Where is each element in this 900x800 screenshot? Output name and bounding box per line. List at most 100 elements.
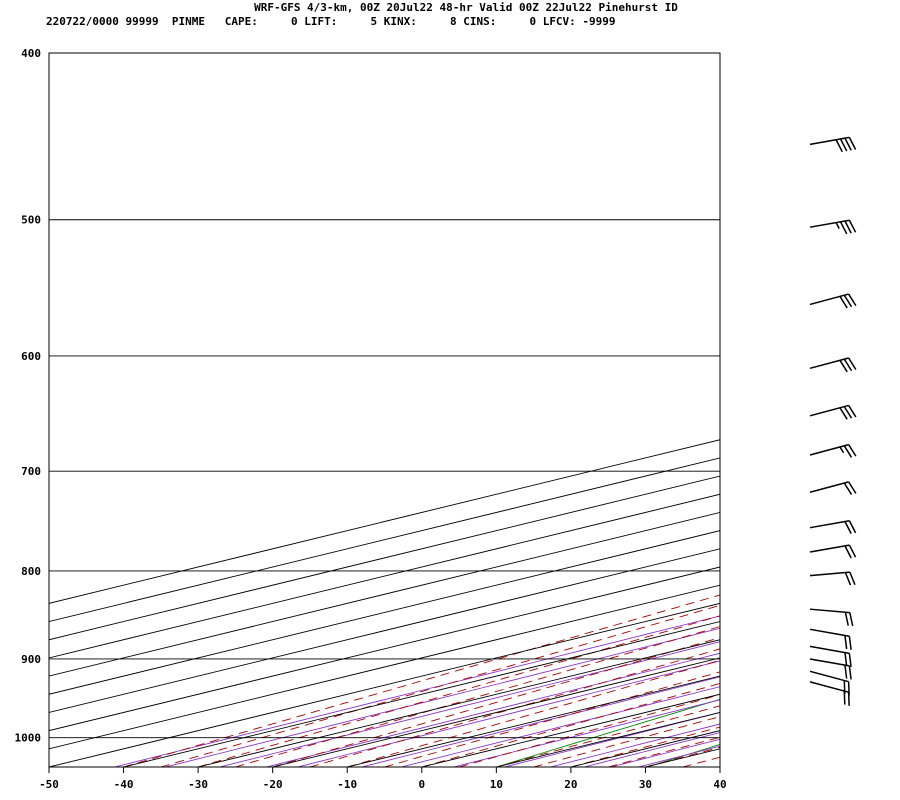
barb-feather	[849, 571, 856, 586]
barb-staff	[809, 219, 850, 228]
barb-staff	[809, 136, 850, 146]
y-tick-label: 400	[21, 47, 41, 60]
thermodynamic-lines	[114, 594, 720, 767]
mixing-ratio-line	[401, 686, 720, 767]
moist-adiabat	[719, 766, 720, 767]
wind-barb	[809, 670, 850, 696]
moist-adiabat	[421, 682, 720, 767]
barb-feather	[839, 138, 848, 152]
isotherm	[49, 602, 720, 767]
barb-half-feather	[835, 222, 840, 229]
y-tick-label: 800	[21, 565, 41, 578]
barb-feather	[839, 407, 848, 420]
wind-barb	[809, 404, 857, 420]
wind-barb	[809, 357, 857, 373]
y-tick-label: 1000	[15, 732, 42, 745]
isotherm	[49, 530, 720, 695]
barb-feather	[844, 635, 848, 650]
wind-barb	[809, 520, 857, 534]
barb-feather	[843, 406, 853, 419]
barb-feather	[848, 653, 852, 667]
wind-barb	[809, 443, 857, 458]
barb-staff	[809, 645, 850, 655]
isotherm	[49, 439, 720, 604]
plot-frame	[48, 52, 721, 768]
isotherm	[645, 748, 720, 767]
barb-staff	[809, 628, 850, 638]
barb-feather	[839, 296, 848, 309]
sounding-indices: 220722/0000 99999 PINME CAPE: 0 LIFT: 5 …	[46, 15, 616, 28]
barb-feather	[843, 358, 853, 372]
isotherm	[49, 457, 720, 623]
y-tick-label: 500	[21, 214, 41, 227]
wind-barb	[809, 481, 857, 495]
barb-staff	[809, 443, 849, 456]
moist-adiabat	[160, 604, 720, 767]
mixing-ratio-line	[219, 641, 720, 767]
isotherm	[49, 493, 720, 659]
barb-feather	[848, 219, 857, 233]
wind-barb	[809, 544, 857, 559]
wind-barb	[809, 658, 852, 680]
mixing-ratio-line	[165, 627, 720, 767]
barb-feather	[848, 405, 857, 418]
x-tick-label: -40	[114, 778, 134, 791]
moist-adiabat	[533, 716, 720, 767]
barb-feather	[848, 636, 852, 650]
wind-barb	[809, 628, 852, 650]
barb-feather	[844, 545, 852, 559]
wind-barb	[809, 293, 857, 309]
wind-barb	[809, 571, 856, 586]
moist-adiabat	[645, 746, 720, 767]
mixing-ratio-line	[550, 723, 720, 767]
barb-staff	[809, 520, 850, 529]
barb-half-feather	[839, 446, 845, 454]
barb-feather	[848, 137, 857, 150]
mixing-ratio-line	[266, 652, 720, 767]
barb-feather	[848, 520, 857, 534]
barb-staff	[809, 357, 849, 370]
barb-feather	[835, 139, 843, 153]
isotherm	[272, 657, 720, 767]
x-tick-label: -10	[337, 778, 357, 791]
wind-barb	[809, 136, 857, 153]
moist-adiabat	[197, 615, 720, 767]
mixing-ratio-line	[638, 745, 720, 767]
barb-feather	[849, 612, 854, 627]
barb-feather	[844, 521, 852, 534]
isotherm	[49, 584, 720, 750]
x-tick-label: 40	[713, 778, 726, 791]
barb-feather	[839, 221, 848, 235]
isotherm	[49, 475, 720, 641]
axes: 400 500 600 700 800 900 1000 -50 -40 -30 -20 -10 0 10…	[15, 47, 727, 791]
barb-feather	[843, 294, 853, 308]
isotherm	[421, 693, 720, 767]
moist-adiabat	[496, 705, 720, 767]
isotherm	[49, 548, 720, 713]
moist-adiabat	[309, 648, 720, 767]
chart-title: WRF-GFS 4/3-km, 00Z 20Jul22 48-hr Valid …	[254, 1, 678, 14]
x-tick-label: -50	[39, 778, 59, 791]
barb-feather	[848, 357, 857, 370]
dry-adiabat	[647, 744, 720, 767]
barb-feather	[844, 572, 852, 586]
wind-barbs	[809, 136, 857, 706]
x-tick-label: 30	[639, 778, 652, 791]
y-tick-label: 900	[21, 653, 41, 666]
barb-feather	[848, 544, 857, 558]
barb-feather	[848, 665, 852, 680]
mixing-ratio-line	[361, 676, 720, 767]
moist-adiabat	[608, 736, 720, 767]
dry-adiabat	[496, 698, 720, 767]
barb-feather	[843, 482, 853, 495]
grid	[48, 52, 721, 768]
moist-adiabat	[123, 594, 720, 767]
barb-staff	[809, 658, 850, 667]
isotherm-group	[49, 439, 720, 767]
mixing-ratio-line	[610, 738, 720, 767]
barb-feather	[844, 665, 848, 679]
moist-adiabat	[235, 626, 720, 767]
barb-feather	[844, 652, 848, 667]
barb-staff	[809, 544, 850, 553]
